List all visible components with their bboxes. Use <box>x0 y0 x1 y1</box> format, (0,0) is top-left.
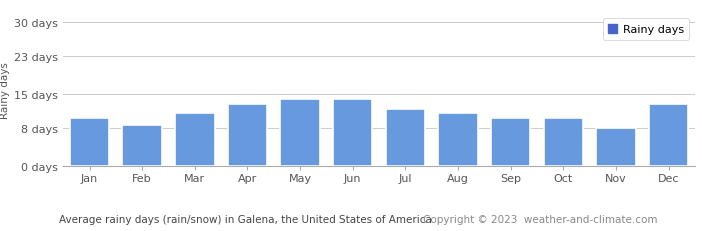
Bar <box>385 109 425 166</box>
Bar <box>280 100 320 166</box>
Bar <box>227 104 267 166</box>
Bar <box>122 126 162 166</box>
Bar <box>438 114 478 166</box>
Bar <box>543 119 583 166</box>
Bar <box>596 128 636 166</box>
Bar <box>649 104 689 166</box>
Bar <box>69 119 110 166</box>
Bar <box>175 114 215 166</box>
Text: Average rainy days (rain/snow) in Galena, the United States of America: Average rainy days (rain/snow) in Galena… <box>59 214 432 224</box>
Legend: Rainy days: Rainy days <box>603 19 689 40</box>
Bar <box>333 100 373 166</box>
Text: Copyright © 2023  weather-and-climate.com: Copyright © 2023 weather-and-climate.com <box>423 214 658 224</box>
Bar <box>491 119 531 166</box>
Y-axis label: Rainy days: Rainy days <box>0 62 10 119</box>
